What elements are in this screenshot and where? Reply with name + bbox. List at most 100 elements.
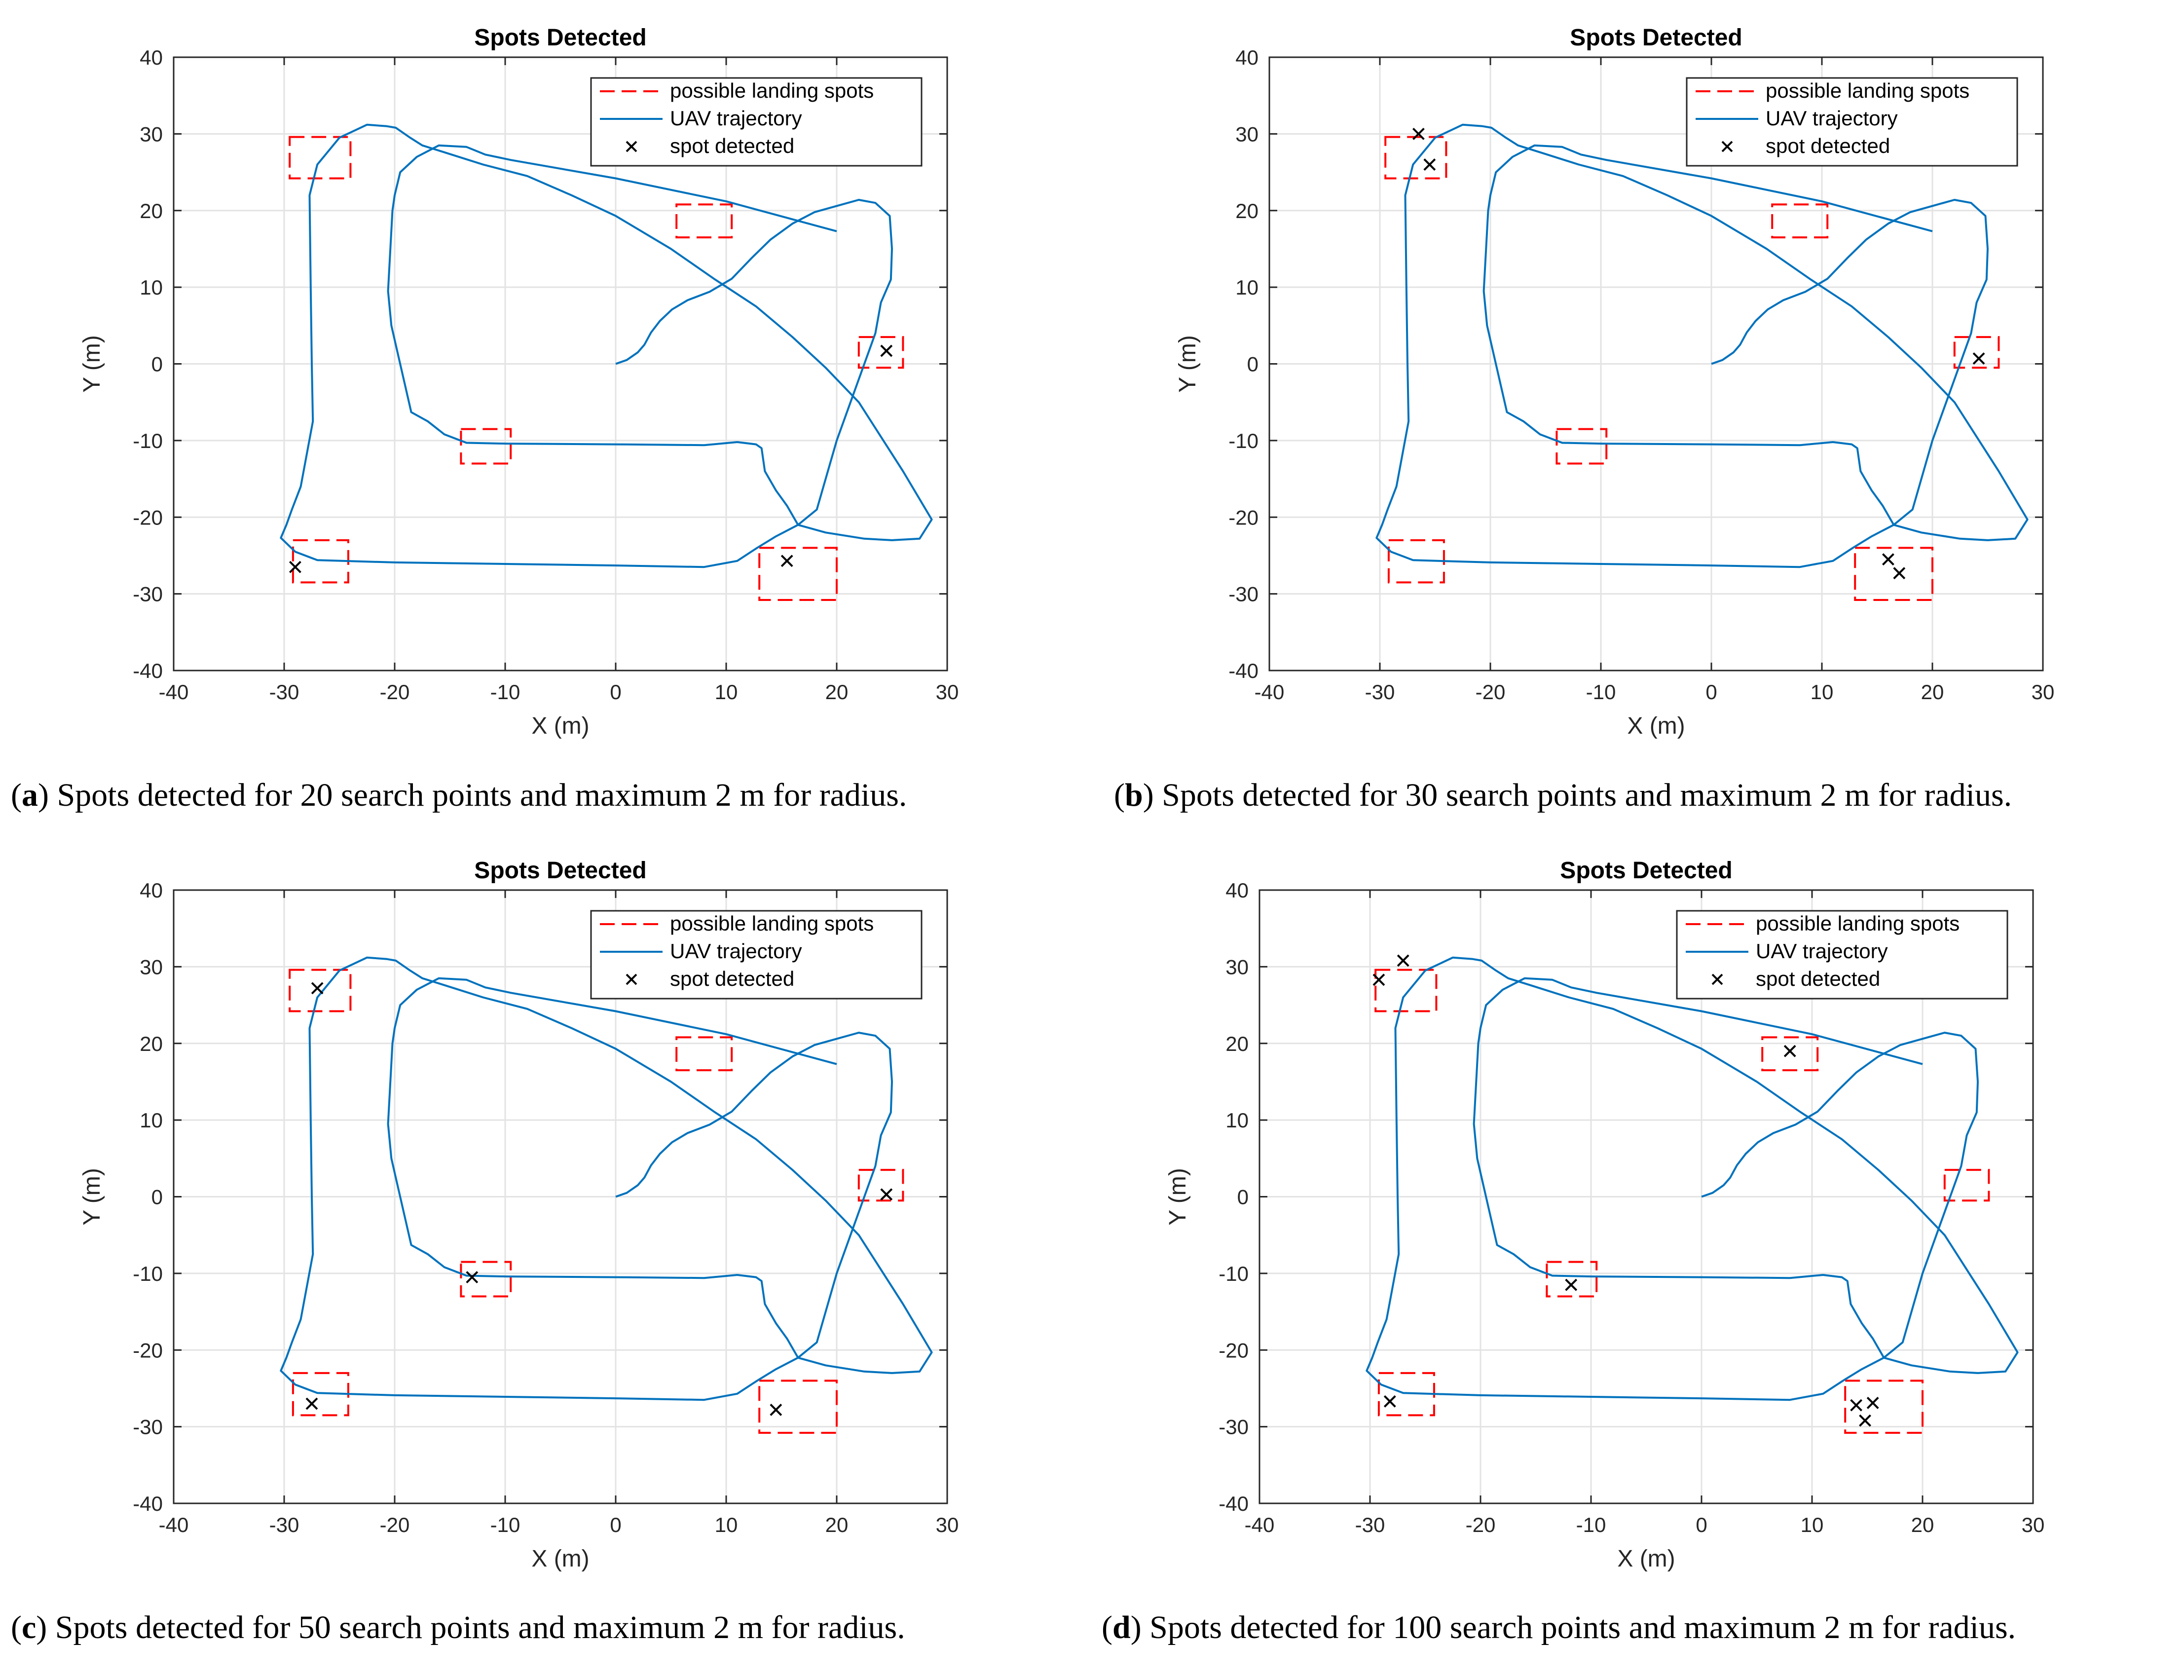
- legend-swatch-spot-detected: [1711, 973, 1723, 985]
- y-tick-label: 0: [1237, 1186, 1249, 1209]
- marker-stroke: [305, 1397, 318, 1410]
- landing-spot-box: [460, 1261, 512, 1298]
- x-tick-label: 0: [610, 680, 621, 704]
- landing-spot-box: [1374, 969, 1438, 1012]
- legend-box: [590, 77, 923, 167]
- caption-paren: (: [11, 1609, 22, 1645]
- y-tick-label: -40: [1219, 1492, 1249, 1515]
- x-axis-label: X (m): [1617, 1546, 1675, 1572]
- caption-paren: (: [11, 777, 22, 813]
- y-tick-label: 0: [151, 353, 163, 376]
- marker-stroke: [880, 344, 893, 357]
- chart-panel-b: -40 -30 -20 -10 0 10 20 30 -40 -30 -20 -10 0 10 20 30 40…: [1114, 25, 2054, 813]
- y-tick-label: -40: [133, 659, 163, 682]
- marker-stroke: [1882, 553, 1894, 566]
- marker-stroke: [466, 1271, 479, 1284]
- chart-title: Spots Detected: [1570, 25, 1742, 51]
- caption: (a) Spots detected for 20 search points …: [11, 777, 907, 813]
- legend: possible landing spots UAV trajectory spot…: [1676, 910, 2008, 1000]
- caption-text: ) Spots detected for 20 search points an…: [38, 777, 907, 813]
- legend-label: possible landing spots: [670, 79, 874, 102]
- y-tick-label: 20: [140, 199, 163, 223]
- y-tick-label: -10: [1228, 429, 1259, 452]
- y-tick-label: 30: [1225, 955, 1249, 978]
- spot-detected-marker: [466, 1271, 479, 1284]
- y-tick-label: 10: [1235, 276, 1259, 299]
- chart-title: Spots Detected: [474, 25, 646, 51]
- x-tick-label: 0: [610, 1513, 621, 1536]
- chart-title: Spots Detected: [1560, 858, 1732, 884]
- caption-paren: (: [1114, 777, 1125, 813]
- landing-spot-box: [857, 1169, 904, 1202]
- legend-swatch-spot-detected: [626, 973, 637, 985]
- y-tick-label: 30: [1235, 122, 1259, 146]
- marker-stroke: [1859, 1414, 1871, 1427]
- y-axis-label: Y (m): [79, 1168, 105, 1225]
- caption-text: ) Spots detected for 100 search points a…: [1131, 1609, 2016, 1645]
- y-tick-label: 0: [1247, 353, 1259, 376]
- caption-text: ) Spots detected for 50 search points an…: [36, 1609, 905, 1645]
- x-tick-label: -40: [1255, 680, 1285, 704]
- y-axis-label: Y (m): [1165, 1168, 1191, 1225]
- caption-label: c: [22, 1609, 36, 1645]
- x-tick-label: 30: [2022, 1513, 2045, 1536]
- y-tick-label: -40: [133, 1492, 163, 1515]
- x-tick-label: 20: [825, 1513, 849, 1536]
- spot-detected-marker: [770, 1404, 782, 1416]
- y-tick-label: 20: [1225, 1032, 1249, 1055]
- spot-detected-marker: [1866, 1397, 1879, 1409]
- legend: possible landing spots UAV trajectory spot…: [590, 77, 923, 167]
- spot-detected-marker: [1372, 973, 1385, 986]
- y-tick-label: 0: [151, 1186, 163, 1209]
- y-tick-label: -30: [133, 1416, 163, 1439]
- x-tick-label: -30: [269, 1513, 299, 1536]
- marker-stroke: [1423, 158, 1436, 171]
- y-tick-label: -40: [1228, 659, 1259, 682]
- marker-stroke: [1721, 141, 1733, 152]
- landing-spot-box: [675, 203, 733, 239]
- x-tick-label: 20: [1911, 1513, 1934, 1536]
- x-tick-label: 10: [715, 1513, 738, 1536]
- x-tick-label: 30: [936, 1513, 959, 1536]
- spot-detected-marker: [880, 344, 893, 357]
- x-tick-label: 10: [715, 680, 738, 704]
- x-tick-label: 10: [1801, 1513, 1824, 1536]
- legend-label: UAV trajectory: [670, 107, 802, 130]
- caption-label: b: [1125, 777, 1143, 813]
- x-tick-label: -10: [1586, 680, 1616, 704]
- legend-label: possible landing spots: [670, 912, 874, 935]
- legend-swatch-spot-detected: [626, 141, 637, 152]
- marker-stroke: [1711, 973, 1723, 985]
- marker-stroke: [1972, 352, 1985, 365]
- chart-title: Spots Detected: [474, 858, 646, 884]
- x-axis-label: X (m): [531, 1546, 589, 1572]
- spot-detected-marker: [1972, 352, 1985, 365]
- caption: (c) Spots detected for 50 search points …: [11, 1609, 905, 1645]
- y-tick-label: 30: [140, 122, 163, 146]
- caption-paren: (: [1102, 1609, 1112, 1645]
- x-tick-label: -40: [1245, 1513, 1275, 1536]
- spot-detected-marker: [305, 1397, 318, 1410]
- marker-stroke: [880, 1188, 893, 1201]
- spot-detected-marker: [1859, 1414, 1871, 1427]
- chart-panel-c: -40 -30 -20 -10 0 10 20 30 -40 -30 -20 -10 0 10 20 30 40…: [11, 858, 959, 1645]
- chart-panel-a: -40 -30 -20 -10 0 10 20 30 -40 -30 -20 -10 0 10 20 30 40…: [11, 25, 959, 813]
- legend-label: UAV trajectory: [1766, 107, 1898, 130]
- chart-panel-d: -40 -30 -20 -10 0 10 20 30 -40 -30 -20 -10 0 10 20 30 40…: [1102, 858, 2044, 1645]
- landing-spot-box: [1761, 1036, 1819, 1072]
- spot-detected-marker: [1850, 1399, 1863, 1412]
- x-tick-label: -40: [159, 1513, 189, 1536]
- marker-stroke: [626, 141, 637, 152]
- x-tick-label: 20: [825, 680, 849, 704]
- landing-spot-box: [1546, 1261, 1598, 1298]
- legend-label: UAV trajectory: [1756, 939, 1888, 963]
- landing-spot-box: [1555, 428, 1608, 465]
- y-tick-label: 30: [140, 955, 163, 978]
- y-tick-label: -20: [1228, 506, 1259, 529]
- x-tick-label: -20: [380, 680, 410, 704]
- caption-label: d: [1112, 1609, 1131, 1645]
- landing-spot-box: [1953, 336, 2000, 369]
- spot-detected-marker: [1882, 553, 1894, 566]
- spot-detected-marker: [311, 982, 324, 995]
